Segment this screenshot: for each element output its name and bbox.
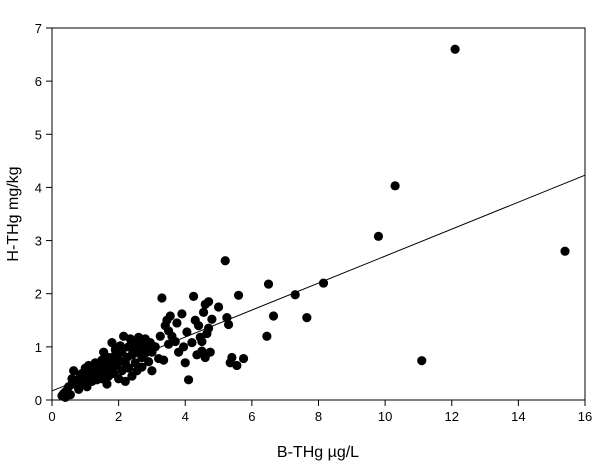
data-point xyxy=(197,336,207,347)
data-point xyxy=(417,356,427,366)
data-point xyxy=(268,311,279,321)
data-point xyxy=(147,366,157,376)
data-point xyxy=(238,353,249,364)
data-point xyxy=(74,384,84,394)
x-tick-label: 8 xyxy=(315,409,322,424)
data-point xyxy=(205,347,215,357)
data-point xyxy=(120,376,130,386)
x-axis-label: B-THg µg/L xyxy=(277,444,359,461)
data-point xyxy=(198,307,209,317)
y-tick-label: 2 xyxy=(35,287,42,302)
data-point xyxy=(220,256,230,266)
data-point xyxy=(203,297,214,307)
y-tick-label: 0 xyxy=(35,393,42,408)
data-point xyxy=(318,278,329,288)
data-point xyxy=(213,302,224,312)
x-tick-label: 0 xyxy=(48,409,55,424)
data-point xyxy=(107,338,117,348)
data-point xyxy=(150,342,160,352)
data-point xyxy=(130,358,140,368)
data-point xyxy=(155,331,165,341)
data-point xyxy=(187,338,197,348)
data-point xyxy=(172,318,182,328)
data-point xyxy=(183,375,194,385)
y-tick-label: 7 xyxy=(35,21,42,36)
data-point xyxy=(450,44,460,54)
data-point xyxy=(182,327,192,337)
data-point xyxy=(290,290,300,300)
data-point xyxy=(227,352,237,363)
y-axis-ticks: 0 1 2 3 4 5 6 7 xyxy=(35,21,52,408)
x-tick-label: 6 xyxy=(248,409,255,424)
data-point xyxy=(180,358,190,368)
x-tick-label: 12 xyxy=(445,409,459,424)
data-point xyxy=(222,313,232,323)
data-points xyxy=(57,44,570,402)
data-point xyxy=(69,366,79,376)
x-tick-label: 4 xyxy=(182,409,189,424)
data-point xyxy=(302,313,312,323)
x-tick-label: 14 xyxy=(511,409,525,424)
data-point xyxy=(165,311,175,321)
data-point xyxy=(207,314,217,324)
data-point xyxy=(158,355,169,365)
data-point xyxy=(233,290,244,300)
x-tick-label: 10 xyxy=(378,409,392,424)
data-point xyxy=(263,279,274,289)
data-point xyxy=(373,231,384,241)
data-point xyxy=(102,379,112,389)
data-point xyxy=(65,390,75,400)
x-tick-label: 2 xyxy=(115,409,122,424)
data-point xyxy=(170,336,180,347)
y-tick-label: 5 xyxy=(35,127,42,142)
data-point xyxy=(390,181,400,191)
data-point xyxy=(193,321,204,331)
y-tick-label: 4 xyxy=(35,180,42,195)
y-tick-label: 3 xyxy=(35,234,42,249)
data-point xyxy=(560,246,570,256)
data-point xyxy=(124,363,134,373)
data-point xyxy=(203,323,214,333)
y-axis-label: H-THg mg/kg xyxy=(5,166,22,261)
data-point xyxy=(262,331,272,341)
y-tick-label: 1 xyxy=(35,340,42,355)
y-tick-label: 6 xyxy=(35,74,42,89)
data-point xyxy=(188,291,199,301)
x-axis-ticks: 0 2 4 6 8 10 12 14 16 xyxy=(48,400,592,424)
x-tick-label: 16 xyxy=(578,409,592,424)
data-point xyxy=(178,342,189,352)
data-point xyxy=(177,309,187,319)
data-point xyxy=(157,293,167,303)
data-point xyxy=(144,357,154,367)
data-point xyxy=(223,319,234,330)
data-point xyxy=(232,360,242,371)
data-point xyxy=(137,362,147,372)
